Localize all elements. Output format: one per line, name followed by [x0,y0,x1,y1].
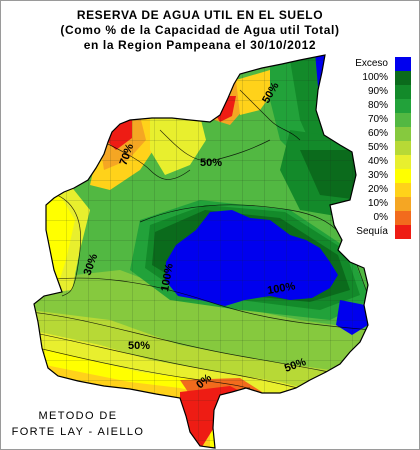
legend-swatch [395,71,411,85]
legend-entry: 20% [350,183,420,197]
legend-swatch [395,57,411,71]
legend-swatch [395,197,411,211]
legend-entry: 60% [350,127,420,141]
legend-entry: Sequía [350,225,420,239]
legend-label: Exceso [355,58,388,69]
contour-label: 100% [159,263,176,293]
contour-label: 50% [128,340,150,352]
legend-label: 30% [367,170,388,181]
contour-label: 100% [266,280,296,297]
legend-label: Sequía [356,226,388,237]
legend-label: 60% [367,128,388,139]
method-credit: METODO DE FORTE LAY - AIELLO [8,408,148,440]
title-line-3: en la Region Pampeana el 30/10/2012 [83,38,317,52]
legend-swatch [395,141,411,155]
legend-swatch [395,211,411,225]
method-line-2: FORTE LAY - AIELLO [11,426,145,438]
legend-entry: Exceso [350,57,420,71]
legend-entry: 80% [350,99,420,113]
legend-swatch [395,127,411,141]
legend-entry: 10% [350,197,420,211]
legend-label: 20% [367,184,388,195]
legend-label: 0% [373,212,388,223]
legend-label: 70% [367,114,388,125]
color-legend: Exceso 100% 90% 80% 70% 60% 50% 40% 30% 20% 10% 0% S… [350,57,420,239]
legend-swatch [395,99,411,113]
contour-label: 50% [200,157,222,169]
method-line-1: METODO DE [38,410,118,422]
title-line-2: (Como % de la Capacidad de Agua util Tot… [60,23,340,37]
legend-entry: 40% [350,155,420,169]
title-line-1: RESERVA DE AGUA UTIL EN EL SUELO [76,8,324,22]
legend-swatch [395,225,411,239]
legend-label: 100% [362,72,388,83]
legend-entry: 50% [350,141,420,155]
legend-entry: 0% [350,211,420,225]
legend-label: 10% [367,198,388,209]
legend-swatch [395,183,411,197]
legend-entry: 100% [350,71,420,85]
legend-label: 90% [367,86,388,97]
legend-swatch [395,155,411,169]
legend-entry: 70% [350,113,420,127]
map-title: RESERVA DE AGUA UTIL EN EL SUELO (Como %… [0,8,400,53]
legend-entry: 90% [350,85,420,99]
legend-label: 80% [367,100,388,111]
legend-label: 50% [367,142,388,153]
legend-swatch [395,113,411,127]
legend-swatch [395,169,411,183]
legend-swatch [395,85,411,99]
legend-label: 40% [367,156,388,167]
legend-entry: 30% [350,169,420,183]
